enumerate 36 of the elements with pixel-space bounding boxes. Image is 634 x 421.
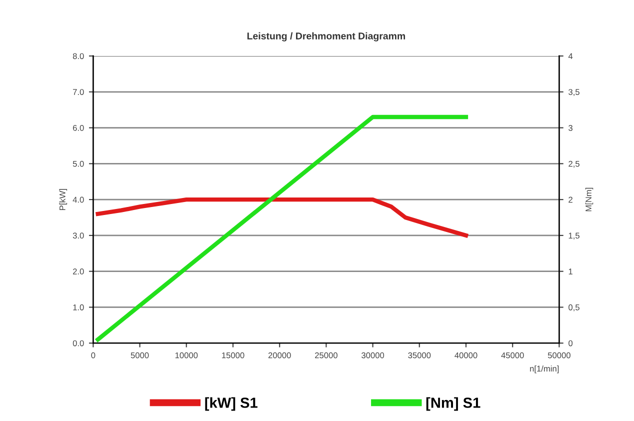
x-tick-label: 35000 (408, 352, 431, 358)
x-tick-label: 20000 (268, 352, 291, 358)
y2-tick-label: 2 (568, 196, 572, 203)
y2-tick-label: 0,5 (568, 304, 580, 312)
y-tick-label: 5.0 (72, 160, 84, 167)
y2-tick-label: 4 (568, 53, 573, 60)
y2-tick-label: 3,5 (568, 89, 580, 96)
y-tick-label: 2.0 (73, 268, 84, 274)
y2-tick-label: 1 (568, 268, 572, 274)
y-tick-label: 3.0 (72, 232, 84, 239)
y-tick-label: 4.0 (72, 196, 84, 203)
y-tick-label: 6.0 (73, 124, 84, 131)
y-axis-title: P[kW] (59, 189, 68, 210)
y2-tick-label: 0 (568, 340, 573, 346)
y-tick-label: 8.0 (72, 53, 84, 60)
y-tick-label: 0.0 (72, 340, 84, 346)
legend-label: [kW] S1 (205, 397, 258, 411)
x-tick-label: 30000 (362, 352, 384, 358)
x-tick-label: 50000 (548, 352, 570, 358)
y2-tick-label: 3 (568, 124, 572, 131)
x-tick-label: 15000 (222, 352, 244, 358)
y2-axis-title: M[Nm] (585, 188, 594, 212)
legend-label: [Nm] S1 (426, 397, 480, 411)
y-tick-label: 7.0 (73, 89, 84, 95)
y2-tick-label: 2,5 (568, 160, 580, 168)
x-tick-label: 5000 (130, 352, 149, 358)
x-tick-label: 25000 (315, 352, 338, 358)
line-series (96, 197, 468, 238)
chart-title: Leistung / Drehmoment Diagramm (247, 32, 406, 42)
x-tick-label: 40000 (454, 352, 478, 358)
x-tick-label: 45000 (501, 352, 524, 358)
y-tick-label: 1.0 (73, 304, 84, 310)
x-tick-label: 10000 (175, 352, 198, 358)
y2-tick-label: 1,5 (568, 232, 580, 240)
x-tick-label: 0 (91, 352, 96, 358)
x-axis-title: n[1/min] (530, 365, 559, 374)
